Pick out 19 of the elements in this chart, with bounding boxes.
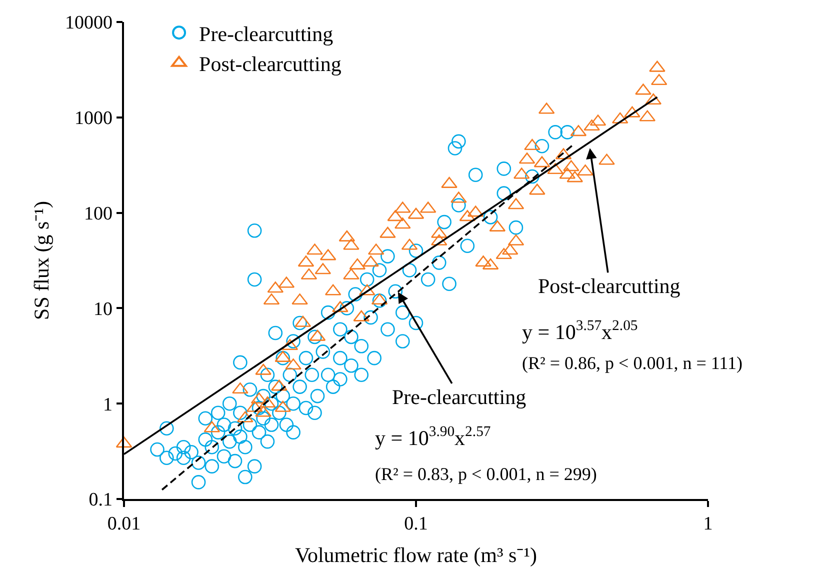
y-tick-label: 10 bbox=[93, 298, 112, 320]
y-tick-label: 1 bbox=[102, 394, 112, 416]
annotation: (R² = 0.83, p < 0.001, n = 299) bbox=[375, 464, 597, 484]
annotation: (R² = 0.86, p < 0.001, n = 111) bbox=[522, 353, 743, 373]
y-axis-title: SS flux (g s⁻¹) bbox=[30, 201, 54, 320]
x-tick-label: 0.01 bbox=[107, 514, 141, 535]
y-tick-label: 0.1 bbox=[88, 490, 112, 511]
annotation: Pre-clearcutting bbox=[392, 385, 527, 409]
legend-label: Pre-clearcutting bbox=[199, 22, 334, 46]
x-axis-title: Volumetric flow rate (m³ s⁻¹) bbox=[295, 543, 537, 568]
y-tick-label: 100 bbox=[84, 203, 112, 224]
annotation: y = 10$^{3.90}$x$^{2.57}$ bbox=[375, 424, 491, 450]
annotation: Post-clearcutting bbox=[538, 274, 681, 298]
x-tick-label: 0.1 bbox=[404, 514, 428, 535]
y-tick-label: 1000 bbox=[74, 108, 112, 130]
annotation: y = 10$^{3.57}$x$^{2.05}$ bbox=[522, 318, 638, 344]
legend-label: Post-clearcutting bbox=[199, 52, 342, 76]
x-tick-label: 1 bbox=[703, 514, 713, 535]
y-tick-label: 10000 bbox=[64, 12, 112, 34]
